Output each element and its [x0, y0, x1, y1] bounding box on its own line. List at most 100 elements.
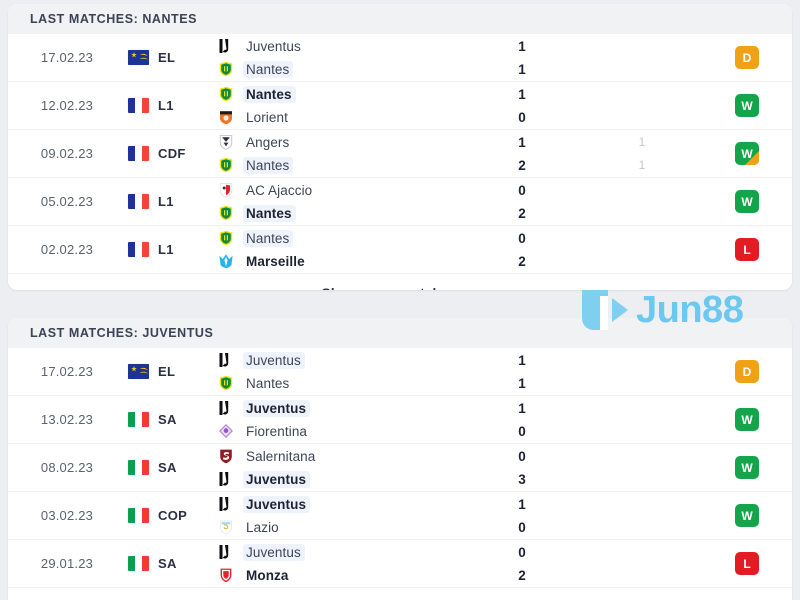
result-letter: W	[741, 412, 753, 427]
away-penalty-score	[582, 253, 702, 270]
match-date: 17.02.23	[40, 364, 94, 379]
el-flag-icon	[128, 50, 149, 65]
match-row[interactable]: 17.02.23 EL Juventus Nantes 1 1 D	[8, 348, 792, 396]
match-result: L	[702, 238, 792, 261]
match-penalty-score	[582, 544, 702, 584]
juventus-crest-icon	[219, 472, 229, 486]
match-team-home: Juventus	[218, 399, 462, 417]
home-penalty-score	[582, 400, 702, 417]
competition-code: EL	[158, 50, 176, 65]
match-penalty-score	[582, 496, 702, 536]
match-row[interactable]: 12.02.23 L1 Nantes Lorient 1 0 W	[8, 82, 792, 130]
result-letter: D	[742, 364, 752, 379]
match-team-home: Juventus	[218, 543, 462, 561]
competition-code: SA	[158, 556, 177, 571]
show-more-matches-row[interactable]: Show more matches	[8, 274, 792, 290]
team-name: Lorient	[246, 109, 288, 125]
juventus-crest-icon	[219, 353, 229, 367]
match-teams: Juventus Lazio	[214, 495, 462, 536]
salernitana-crest-icon	[220, 449, 232, 464]
match-penalty-score	[582, 448, 702, 488]
team-name: Juventus	[243, 543, 305, 561]
home-penalty-score	[582, 448, 702, 465]
competition-code: SA	[158, 460, 177, 475]
match-team-away: Nantes	[218, 204, 462, 222]
home-score: 1	[518, 134, 526, 150]
show-more-matches-link[interactable]: Show more matches	[322, 286, 457, 291]
match-competition: L1	[126, 194, 214, 209]
match-team-away: Nantes	[218, 60, 462, 78]
team-name: Angers	[246, 134, 290, 150]
match-team-home: AC Ajaccio	[218, 182, 462, 199]
match-penalty-score	[582, 400, 702, 440]
home-penalty-score	[582, 496, 702, 513]
match-teams: Juventus Fiorentina	[214, 399, 462, 440]
away-score: 0	[518, 519, 526, 535]
match-result: W	[702, 142, 792, 165]
result-letter: W	[741, 508, 753, 523]
match-result: D	[702, 360, 792, 383]
match-team-away: Lorient	[218, 109, 462, 126]
match-row[interactable]: 03.02.23 COP Juventus Lazio 1 0 W	[8, 492, 792, 540]
away-score: 3	[518, 471, 526, 487]
nantes-crest-icon	[219, 230, 233, 246]
match-result: W	[702, 408, 792, 431]
match-team-home: Juventus	[218, 38, 462, 55]
match-date: 29.01.23	[40, 556, 94, 571]
team-name: Juventus	[243, 399, 311, 417]
match-teams: Nantes Lorient	[214, 85, 462, 126]
match-row[interactable]: 05.02.23 L1 AC Ajaccio Nantes 0 2 W	[8, 178, 792, 226]
home-penalty-score	[582, 352, 702, 369]
match-row[interactable]: 08.02.23 SA Salernitana Juventus 0 3 W	[8, 444, 792, 492]
match-result: W	[702, 456, 792, 479]
away-penalty-score	[582, 519, 702, 536]
match-row[interactable]: 02.02.23 L1 Nantes Marseille 0 2 L	[8, 226, 792, 274]
team-name: Salernitana	[246, 448, 316, 464]
result-badge-d: D	[735, 360, 759, 383]
match-row[interactable]: 17.02.23 EL Juventus Nantes 1 1 D	[8, 34, 792, 82]
home-score: 1	[518, 400, 526, 416]
match-teams: Juventus Monza	[214, 543, 462, 584]
last-matches-section-juventus: LAST MATCHES: JUVENTUS 17.02.23 EL Juventu…	[8, 318, 792, 600]
match-competition: EL	[126, 50, 214, 65]
result-letter: W	[741, 460, 753, 475]
away-score: 2	[518, 253, 526, 269]
monza-crest-icon	[220, 568, 232, 583]
france-flag-icon	[128, 98, 149, 113]
result-badge-w: W	[735, 190, 759, 213]
away-penalty-score: 1	[638, 157, 646, 172]
away-score: 0	[518, 423, 526, 439]
home-penalty-score	[582, 230, 702, 247]
match-teams: Salernitana Juventus	[214, 448, 462, 488]
match-date: 08.02.23	[40, 460, 94, 475]
away-penalty-score	[582, 61, 702, 78]
result-letter: L	[743, 556, 751, 571]
result-badge-w: W	[735, 408, 759, 431]
home-score: 1	[518, 496, 526, 512]
match-row[interactable]: 13.02.23 SA Juventus Fiorentina 1 0 W	[8, 396, 792, 444]
match-teams: Angers Nantes	[214, 134, 462, 174]
match-result: D	[702, 46, 792, 69]
match-row[interactable]: 09.02.23 CDF Angers Nantes 1 2 1 1 W	[8, 130, 792, 178]
chevron-down-icon[interactable]	[465, 289, 478, 290]
match-row[interactable]: 29.01.23 SA Juventus Monza 0 2 L	[8, 540, 792, 588]
match-teams: Juventus Nantes	[214, 38, 462, 78]
match-result: L	[702, 552, 792, 575]
match-competition: CDF	[126, 146, 214, 161]
away-score: 2	[518, 567, 526, 583]
nantes-crest-icon	[219, 61, 233, 77]
ajaccio-crest-icon	[219, 183, 233, 198]
competition-code: CDF	[158, 146, 186, 161]
nantes-crest-icon	[219, 157, 233, 173]
france-flag-icon	[128, 242, 149, 257]
away-score: 2	[518, 205, 526, 221]
team-name: Juventus	[243, 351, 305, 369]
away-score: 0	[518, 109, 526, 125]
team-name: Nantes	[243, 156, 294, 174]
home-score: 1	[518, 38, 526, 54]
home-score: 0	[518, 544, 526, 560]
